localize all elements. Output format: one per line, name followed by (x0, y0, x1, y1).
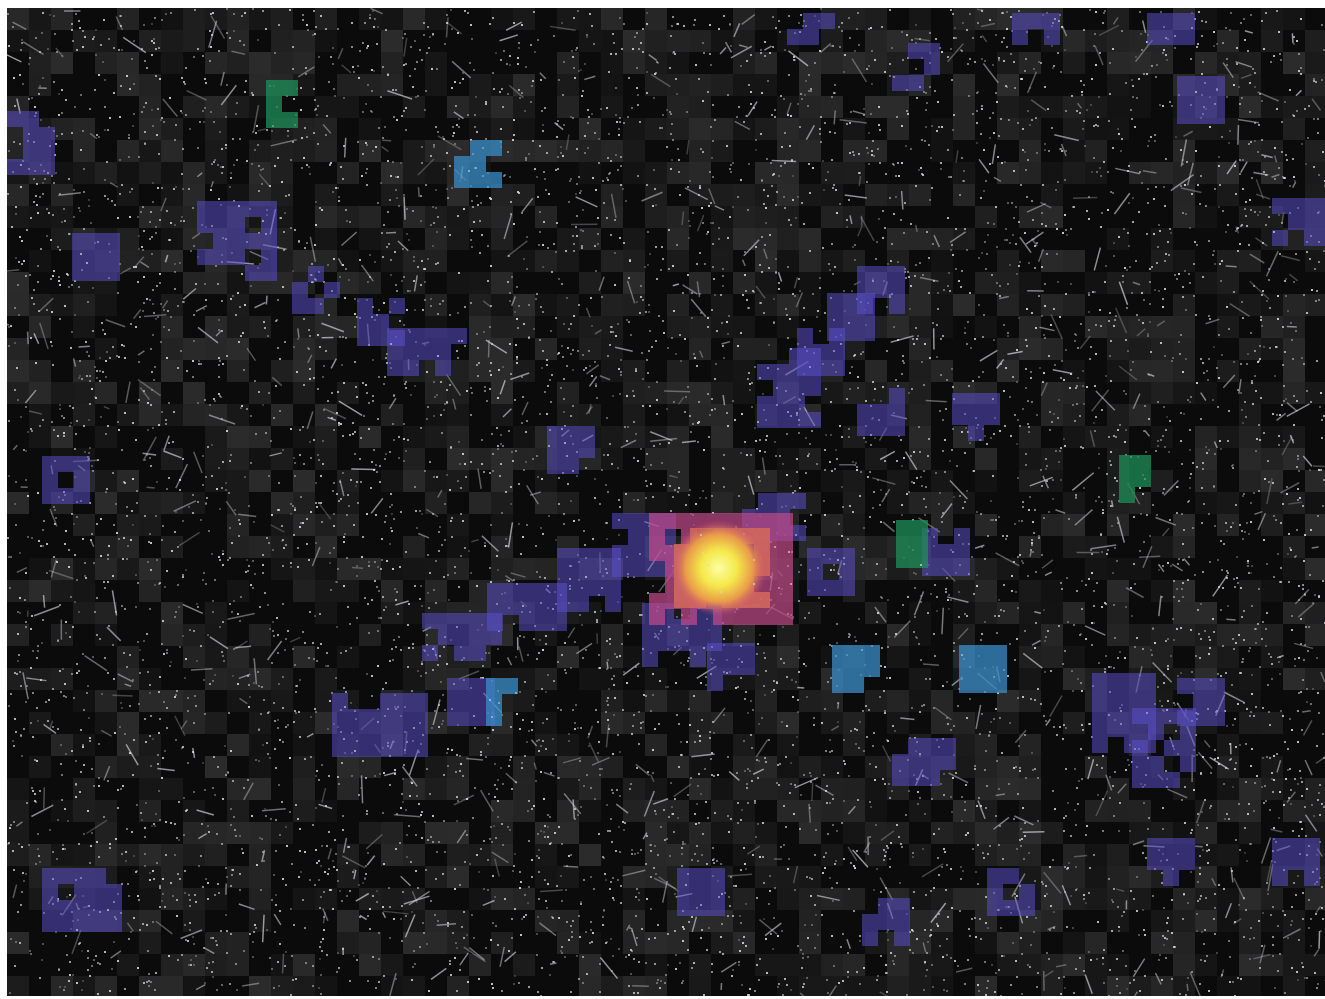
density-map[interactable] (7, 8, 1325, 996)
heatmap-canvas[interactable] (7, 8, 1325, 996)
